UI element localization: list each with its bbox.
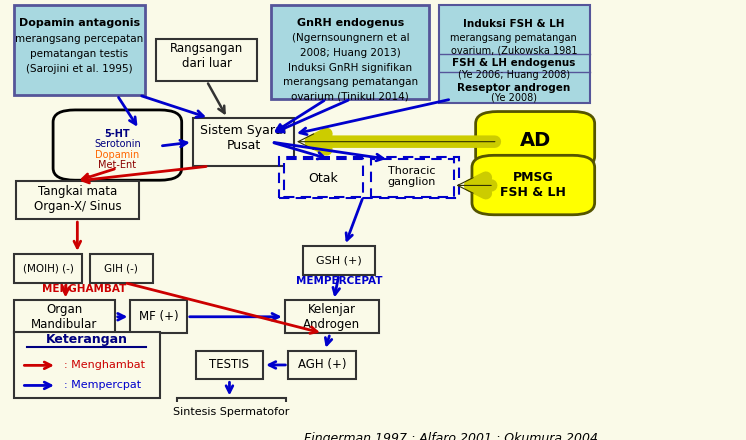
Text: Fingerman 1997 ; Alfaro 2001 ; Okumura 2004: Fingerman 1997 ; Alfaro 2001 ; Okumura 2… [304,432,598,440]
Text: pematangan testis: pematangan testis [31,49,128,59]
Text: MENGHAMBAT: MENGHAMBAT [42,284,126,293]
Text: GnRH endogenus: GnRH endogenus [297,18,404,28]
Text: MEMPERCEPAT: MEMPERCEPAT [295,275,382,286]
FancyBboxPatch shape [371,159,454,197]
Text: Tangkai mata
Organ-X/ Sinus: Tangkai mata Organ-X/ Sinus [34,185,121,213]
Text: Dopamin antagonis: Dopamin antagonis [19,18,140,28]
Text: Induksi GnRH signifikan: Induksi GnRH signifikan [288,63,413,73]
Text: Sistem Syaraf
Pusat: Sistem Syaraf Pusat [200,124,287,152]
Text: (Ye 2006; Huang 2008): (Ye 2006; Huang 2008) [458,70,570,81]
Text: Thoracic
ganglion: Thoracic ganglion [388,166,436,187]
FancyBboxPatch shape [192,118,294,166]
Text: AD: AD [519,131,551,150]
FancyBboxPatch shape [284,301,379,333]
FancyBboxPatch shape [472,155,595,215]
Text: FSH & LH endogenus: FSH & LH endogenus [452,58,575,68]
FancyBboxPatch shape [131,301,186,333]
FancyBboxPatch shape [283,159,363,197]
Text: (Ye 2008): (Ye 2008) [491,93,537,103]
Text: merangsang percepatan: merangsang percepatan [16,34,144,44]
FancyBboxPatch shape [178,398,286,425]
FancyBboxPatch shape [288,351,356,379]
Text: MF (+): MF (+) [139,310,178,323]
Text: (MOIH) (-): (MOIH) (-) [22,263,73,273]
Text: Dopamin: Dopamin [95,150,140,160]
FancyBboxPatch shape [272,5,430,99]
Text: PMSG
FSH & LH: PMSG FSH & LH [501,171,566,199]
FancyBboxPatch shape [439,5,589,103]
FancyBboxPatch shape [14,301,115,333]
FancyBboxPatch shape [90,254,153,282]
Text: merangsang pematangan: merangsang pematangan [451,33,577,43]
Text: : Mempercpat: : Mempercpat [64,381,141,390]
Text: Organ
Mandibular: Organ Mandibular [31,303,98,331]
Text: 5-HT: 5-HT [104,129,131,139]
Text: : Menghambat: : Menghambat [64,360,145,370]
Text: Sintesis Spermatofor: Sintesis Spermatofor [174,407,290,417]
Text: (Ngernsoungnern et al: (Ngernsoungnern et al [292,33,409,44]
Text: Induksi FSH & LH: Induksi FSH & LH [463,19,565,29]
Text: ovarium (Tinikul 2014): ovarium (Tinikul 2014) [292,91,410,101]
FancyBboxPatch shape [16,181,139,219]
FancyBboxPatch shape [195,351,263,379]
FancyBboxPatch shape [14,254,82,282]
Text: GSH (+): GSH (+) [316,255,362,265]
FancyBboxPatch shape [303,246,375,275]
Text: ovarium, (Zukowska 1981: ovarium, (Zukowska 1981 [451,45,577,55]
FancyBboxPatch shape [14,332,160,398]
Text: Otak: Otak [309,172,339,185]
FancyBboxPatch shape [14,5,145,95]
Text: TESTIS: TESTIS [210,359,249,371]
Text: merangsang pematangan: merangsang pematangan [283,77,418,87]
FancyBboxPatch shape [53,110,182,180]
Text: Kelenjar
Androgen: Kelenjar Androgen [303,303,360,331]
FancyBboxPatch shape [156,39,257,81]
Text: Serotonin: Serotonin [94,139,141,150]
Text: Met-Ent: Met-Ent [98,160,137,170]
Text: 2008; Huang 2013): 2008; Huang 2013) [300,48,401,58]
Text: Reseptor androgen: Reseptor androgen [457,83,571,93]
Text: AGH (+): AGH (+) [298,359,346,371]
Text: Keterangan: Keterangan [46,333,128,346]
Text: Rangsangan
dari luar: Rangsangan dari luar [170,42,243,70]
Text: (Sarojini et al. 1995): (Sarojini et al. 1995) [26,64,133,74]
FancyBboxPatch shape [476,112,595,169]
Text: GIH (-): GIH (-) [104,263,138,273]
